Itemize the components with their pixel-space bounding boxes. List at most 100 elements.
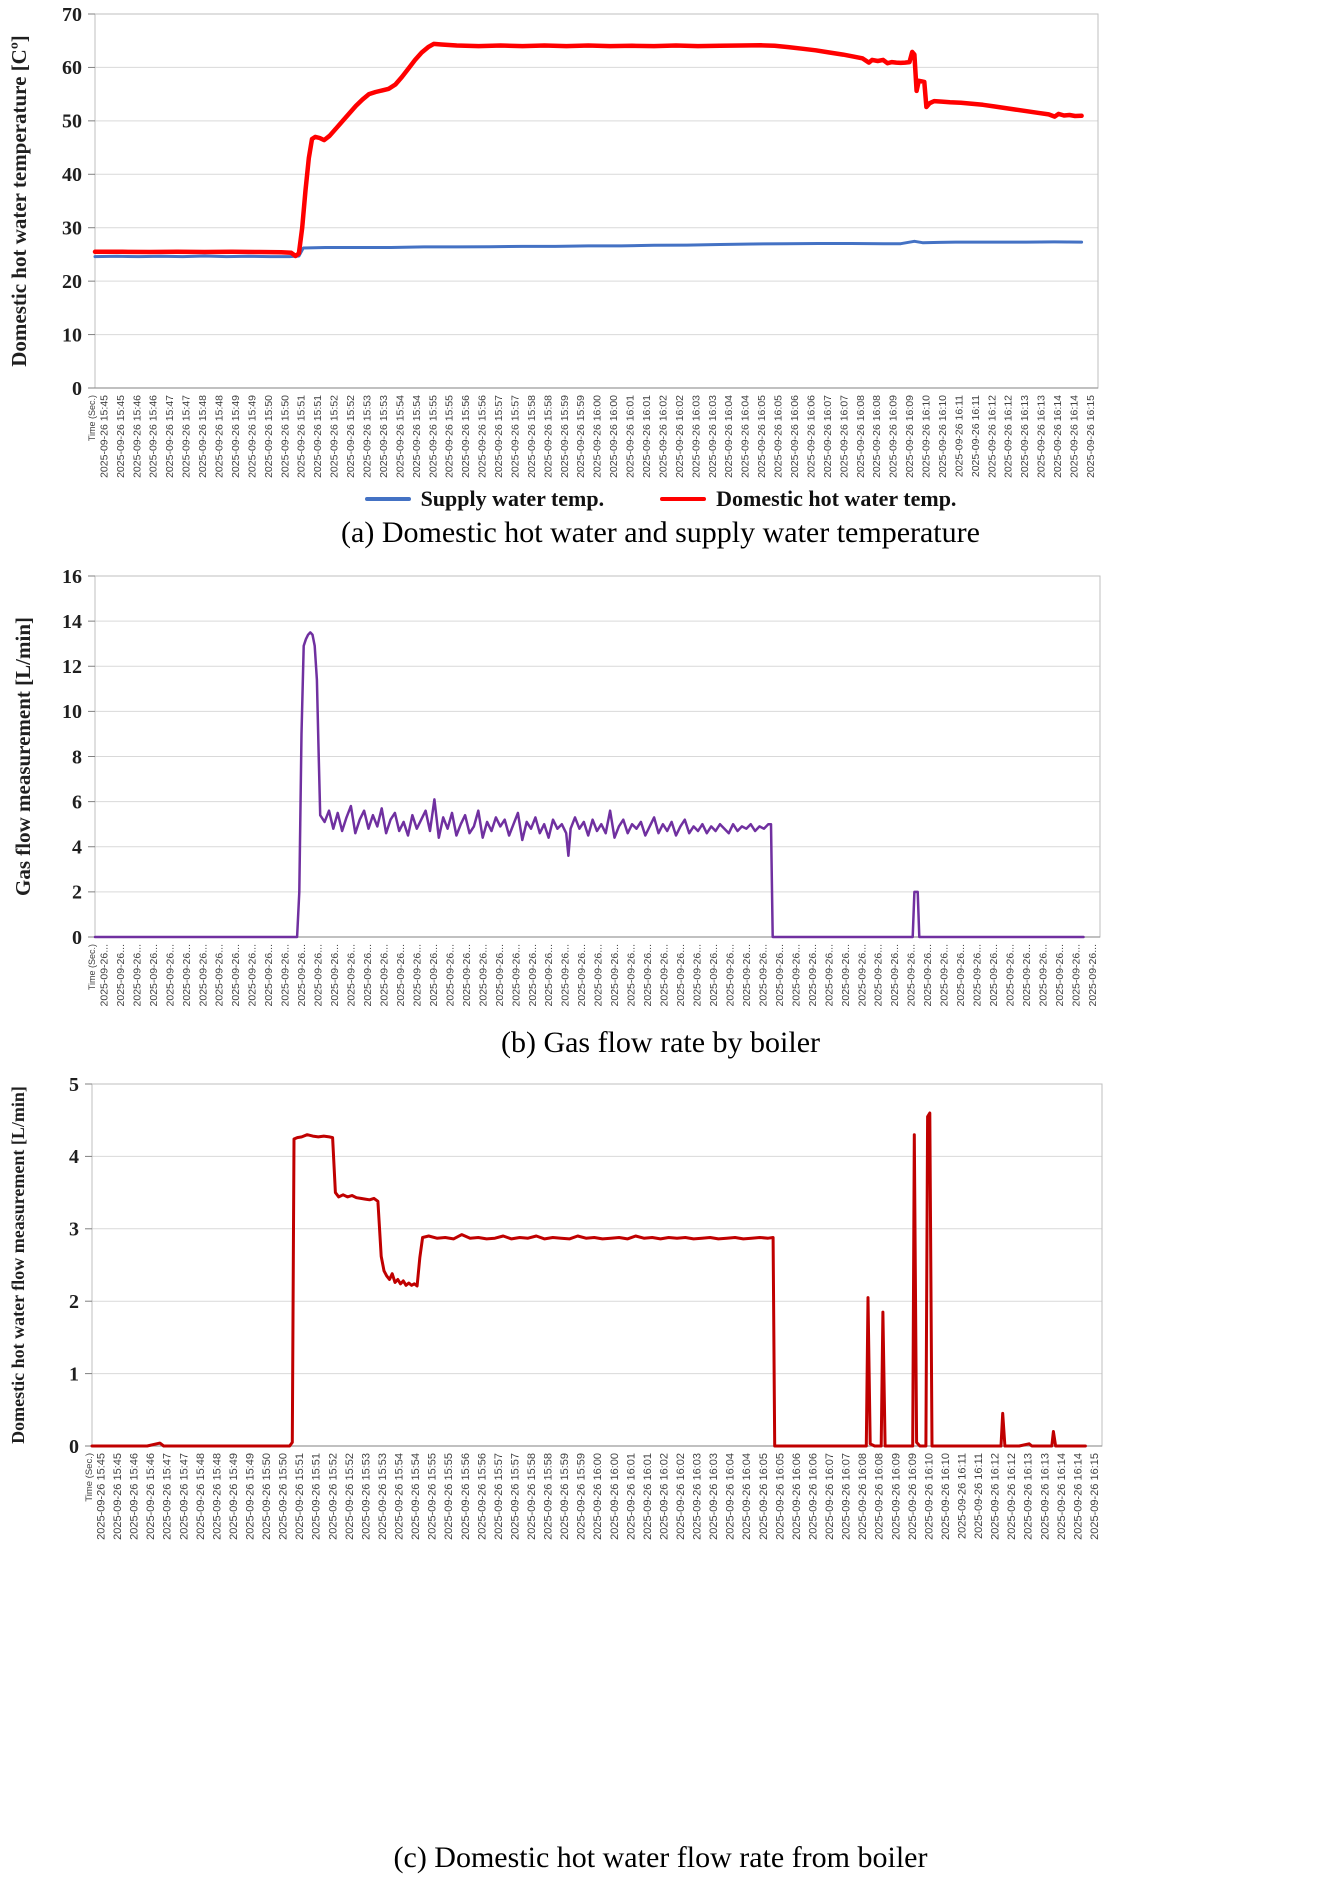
svg-text:50: 50 — [62, 111, 82, 133]
svg-text:2025-09-26 16:02: 2025-09-26 16:02 — [675, 1453, 687, 1540]
svg-text:2025-09-26 16:14: 2025-09-26 16:14 — [1052, 395, 1064, 478]
svg-text:2025-09-26...: 2025-09-26... — [280, 944, 292, 1006]
svg-text:70: 70 — [62, 4, 82, 26]
chart-a-legend: Supply water temp. Domestic hot water te… — [0, 486, 1321, 512]
svg-text:Time (Sec.): Time (Sec.) — [84, 1453, 95, 1502]
svg-text:2025-09-26 15:52: 2025-09-26 15:52 — [345, 395, 357, 478]
svg-text:2025-09-26 15:45: 2025-09-26 15:45 — [96, 1453, 108, 1540]
svg-text:40: 40 — [62, 164, 82, 186]
svg-text:2025-09-26 16:07: 2025-09-26 16:07 — [822, 395, 834, 478]
svg-text:2025-09-26 15:52: 2025-09-26 15:52 — [344, 1453, 356, 1540]
svg-text:2025-09-26 16:09: 2025-09-26 16:09 — [890, 1453, 902, 1540]
svg-text:2025-09-26 15:51: 2025-09-26 15:51 — [311, 1453, 323, 1540]
svg-text:2025-09-26 16:01: 2025-09-26 16:01 — [625, 395, 637, 478]
svg-text:2025-09-26...: 2025-09-26... — [988, 944, 1000, 1006]
svg-text:2025-09-26 15:56: 2025-09-26 15:56 — [476, 1453, 488, 1540]
svg-text:2025-09-26 16:05: 2025-09-26 16:05 — [774, 1453, 786, 1540]
svg-text:2025-09-26 15:48: 2025-09-26 15:48 — [195, 1453, 207, 1540]
svg-text:14: 14 — [62, 611, 82, 633]
svg-text:2025-09-26 15:57: 2025-09-26 15:57 — [509, 1453, 521, 1540]
svg-text:2025-09-26 16:03: 2025-09-26 16:03 — [708, 1453, 720, 1540]
svg-text:2025-09-26 15:50: 2025-09-26 15:50 — [263, 395, 275, 478]
svg-text:2025-09-26 15:46: 2025-09-26 15:46 — [131, 395, 143, 478]
svg-text:2025-09-26...: 2025-09-26... — [1087, 944, 1099, 1006]
svg-text:2025-09-26 16:15: 2025-09-26 16:15 — [1089, 1453, 1101, 1540]
svg-text:2025-09-26 15:56: 2025-09-26 15:56 — [460, 395, 472, 478]
svg-text:2025-09-26...: 2025-09-26... — [708, 944, 720, 1006]
svg-text:2025-09-26...: 2025-09-26... — [164, 944, 176, 1006]
svg-text:2025-09-26...: 2025-09-26... — [131, 944, 143, 1006]
legend-line-domestic-hot-water-temp — [660, 497, 707, 501]
svg-text:2025-09-26 15:51: 2025-09-26 15:51 — [294, 1453, 306, 1540]
svg-text:2025-09-26 16:13: 2025-09-26 16:13 — [1036, 395, 1048, 478]
svg-text:2025-09-26 16:05: 2025-09-26 16:05 — [756, 395, 768, 478]
svg-text:2025-09-26 16:05: 2025-09-26 16:05 — [772, 395, 784, 478]
svg-text:2025-09-26 15:46: 2025-09-26 15:46 — [145, 1453, 157, 1540]
svg-text:2025-09-26...: 2025-09-26... — [395, 944, 407, 1006]
svg-text:2025-09-26 16:13: 2025-09-26 16:13 — [1023, 1453, 1035, 1540]
svg-text:2025-09-26 15:59: 2025-09-26 15:59 — [559, 395, 571, 478]
svg-text:2025-09-26...: 2025-09-26... — [823, 944, 835, 1006]
svg-text:2025-09-26 16:04: 2025-09-26 16:04 — [741, 1453, 753, 1540]
svg-text:2025-09-26 15:53: 2025-09-26 15:53 — [361, 395, 373, 478]
svg-text:2025-09-26 16:01: 2025-09-26 16:01 — [625, 1453, 637, 1540]
svg-text:2025-09-26 15:47: 2025-09-26 15:47 — [162, 1453, 174, 1540]
svg-text:2025-09-26 16:00: 2025-09-26 16:00 — [609, 1453, 621, 1540]
svg-text:Time (Sec.): Time (Sec.) — [87, 395, 97, 441]
svg-text:2025-09-26 16:11: 2025-09-26 16:11 — [953, 395, 965, 477]
svg-text:2025-09-26 15:54: 2025-09-26 15:54 — [394, 395, 406, 478]
svg-text:2025-09-26 16:07: 2025-09-26 16:07 — [838, 395, 850, 478]
svg-text:2025-09-26 15:47: 2025-09-26 15:47 — [181, 395, 193, 478]
legend-label-supply-water-temp: Supply water temp. — [420, 486, 605, 511]
svg-text:2025-09-26...: 2025-09-26... — [230, 944, 242, 1006]
svg-text:2025-09-26...: 2025-09-26... — [906, 944, 918, 1006]
svg-text:2025-09-26 16:09: 2025-09-26 16:09 — [904, 395, 916, 478]
svg-text:2025-09-26 16:03: 2025-09-26 16:03 — [692, 1453, 704, 1540]
svg-text:2025-09-26 16:01: 2025-09-26 16:01 — [642, 1453, 654, 1540]
svg-text:2025-09-26 16:12: 2025-09-26 16:12 — [1003, 395, 1015, 478]
svg-text:2025-09-26...: 2025-09-26... — [922, 944, 934, 1006]
svg-text:20: 20 — [62, 271, 82, 293]
svg-text:2025-09-26 15:51: 2025-09-26 15:51 — [296, 395, 308, 478]
svg-text:2025-09-26 15:50: 2025-09-26 15:50 — [279, 395, 291, 478]
svg-text:2025-09-26 15:57: 2025-09-26 15:57 — [509, 395, 521, 478]
svg-text:2025-09-26 15:58: 2025-09-26 15:58 — [543, 1453, 555, 1540]
svg-text:3: 3 — [69, 1219, 79, 1241]
svg-text:2025-09-26...: 2025-09-26... — [972, 944, 984, 1006]
svg-text:2025-09-26 16:00: 2025-09-26 16:00 — [608, 395, 620, 478]
chart-b-figure: 0 2 4 6 8 10 12 14 16 Gas flow measurement [L/min… — [0, 564, 1321, 1060]
svg-text:2025-09-26 16:10: 2025-09-26 16:10 — [923, 1453, 935, 1540]
svg-text:2025-09-26...: 2025-09-26... — [527, 944, 539, 1006]
svg-text:2025-09-26...: 2025-09-26... — [659, 944, 671, 1006]
svg-text:2025-09-26 15:50: 2025-09-26 15:50 — [261, 1453, 273, 1540]
svg-text:2025-09-26 15:55: 2025-09-26 15:55 — [444, 395, 456, 478]
svg-text:2025-09-26 15:58: 2025-09-26 15:58 — [542, 395, 554, 478]
svg-text:2025-09-26 16:14: 2025-09-26 16:14 — [1072, 1453, 1084, 1540]
svg-text:2025-09-26...: 2025-09-26... — [642, 944, 654, 1006]
svg-text:2025-09-26 16:02: 2025-09-26 16:02 — [674, 395, 686, 478]
svg-text:2025-09-26 16:08: 2025-09-26 16:08 — [874, 1453, 886, 1540]
svg-text:2025-09-26 16:04: 2025-09-26 16:04 — [740, 395, 752, 478]
legend-line-supply-water-temp — [364, 497, 411, 501]
legend-item-domestic-hot-water-temp: Domestic hot water temp. — [660, 486, 956, 512]
svg-text:2025-09-26...: 2025-09-26... — [98, 944, 110, 1006]
svg-text:2025-09-26 15:45: 2025-09-26 15:45 — [98, 395, 110, 478]
svg-text:1: 1 — [69, 1363, 79, 1385]
svg-text:2025-09-26 15:54: 2025-09-26 15:54 — [394, 1453, 406, 1540]
svg-text:Time (Sec.): Time (Sec.) — [87, 944, 97, 990]
svg-text:2025-09-26...: 2025-09-26... — [378, 944, 390, 1006]
svg-text:2025-09-26 16:15: 2025-09-26 16:15 — [1085, 395, 1097, 478]
svg-text:2025-09-26 15:51: 2025-09-26 15:51 — [312, 395, 324, 478]
svg-text:2025-09-26...: 2025-09-26... — [461, 944, 473, 1006]
legend-item-supply-water-temp: Supply water temp. — [364, 486, 605, 512]
svg-text:2025-09-26 15:59: 2025-09-26 15:59 — [559, 1453, 571, 1540]
svg-text:2025-09-26...: 2025-09-26... — [626, 944, 638, 1006]
svg-text:2025-09-26 16:00: 2025-09-26 16:00 — [592, 1453, 604, 1540]
svg-text:2025-09-26 16:11: 2025-09-26 16:11 — [973, 1453, 985, 1539]
svg-text:Domestic hot water temperature: Domestic hot water temperature [Cº] — [7, 35, 31, 367]
svg-text:2025-09-26 15:55: 2025-09-26 15:55 — [427, 1453, 439, 1540]
svg-text:2025-09-26...: 2025-09-26... — [543, 944, 555, 1006]
svg-text:2025-09-26 15:50: 2025-09-26 15:50 — [278, 1453, 290, 1540]
svg-text:2025-09-26 16:03: 2025-09-26 16:03 — [690, 395, 702, 478]
svg-text:30: 30 — [62, 218, 82, 240]
